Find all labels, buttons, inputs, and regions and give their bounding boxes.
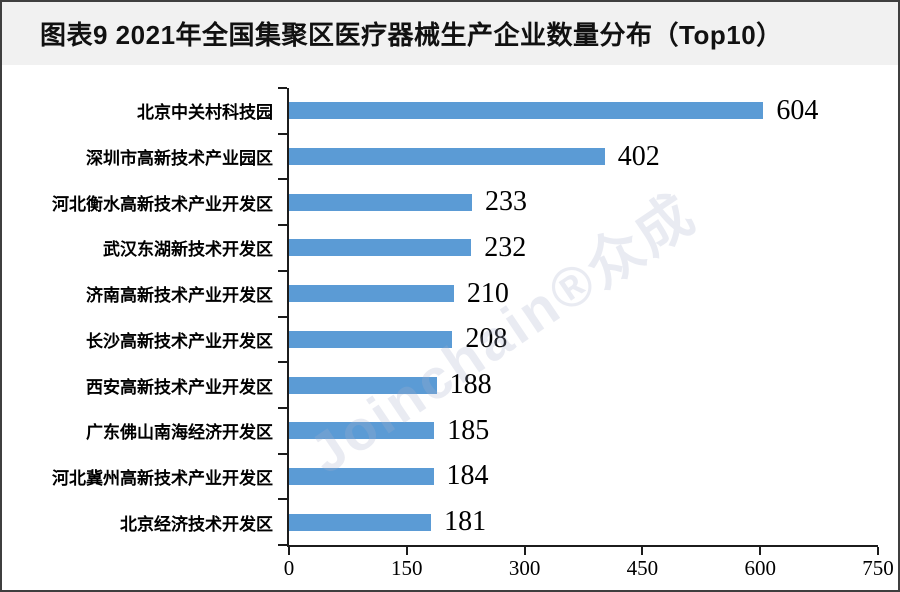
y-axis-tick — [278, 315, 287, 318]
value-label: 232 — [484, 231, 527, 263]
bar — [289, 285, 454, 303]
y-axis-tick — [278, 132, 287, 135]
y-axis-tick — [278, 178, 287, 181]
bar — [289, 467, 434, 485]
x-axis-tick — [759, 547, 762, 555]
bar — [289, 422, 435, 440]
category-label: 深圳市高新技术产业园区 — [86, 149, 273, 169]
x-axis-tick — [523, 547, 526, 555]
category-label: 北京中关村科技园 — [137, 103, 273, 123]
x-tick-label: 0 — [283, 556, 295, 580]
category-label: 河北冀州高新技术产业开发区 — [52, 468, 273, 488]
x-tick-label: 750 — [862, 556, 894, 580]
y-axis-tick — [278, 361, 287, 364]
x-tick-label: 450 — [626, 556, 659, 580]
category-label: 西安高新技术产业开发区 — [86, 377, 273, 397]
x-axis-tick — [641, 547, 644, 555]
bar — [289, 239, 472, 257]
category-label: 武汉东湖新技术开发区 — [103, 240, 273, 260]
value-label: 208 — [465, 323, 508, 355]
y-axis-tick — [278, 498, 287, 501]
bar — [289, 193, 472, 211]
y-axis-tick — [278, 224, 287, 227]
x-tick-label: 300 — [508, 556, 541, 580]
title-band: 图表9 2021年全国集聚区医疗器械生产企业数量分布（Top10） — [2, 2, 898, 65]
value-label: 184 — [446, 460, 489, 492]
category-axis-labels: 北京中关村科技园深圳市高新技术产业园区河北衡水高新技术产业开发区武汉东湖新技术开… — [2, 88, 279, 545]
category-label: 长沙高新技术产业开发区 — [86, 331, 273, 351]
value-label: 402 — [617, 140, 660, 172]
page-title: 图表9 2021年全国集聚区医疗器械生产企业数量分布（Top10） — [40, 20, 783, 50]
bar — [289, 513, 432, 531]
bar — [289, 102, 764, 120]
value-label: 185 — [447, 414, 490, 446]
y-axis-tick — [278, 406, 287, 409]
category-label: 济南高新技术产业开发区 — [86, 286, 273, 306]
category-label: 北京经济技术开发区 — [120, 514, 273, 534]
value-label: 233 — [484, 186, 527, 218]
x-tick-label: 150 — [391, 556, 423, 580]
y-axis-tick — [278, 544, 287, 546]
y-axis-tick — [278, 269, 287, 272]
plot-area: 604 402 233 232 210 208 188 185 184 181 0 150 300 450… — [278, 87, 894, 580]
bar — [289, 148, 605, 166]
x-tick-label: 600 — [744, 556, 776, 580]
value-label: 604 — [776, 94, 819, 126]
bar — [289, 330, 453, 348]
category-label: 广东佛山南海经济开发区 — [86, 423, 273, 443]
bar — [289, 376, 437, 394]
y-axis-tick — [278, 87, 287, 89]
value-label: 210 — [466, 277, 509, 309]
x-axis-tick — [405, 547, 408, 555]
value-label: 188 — [449, 369, 492, 401]
y-axis-tick — [278, 452, 287, 455]
x-axis-tick — [288, 547, 290, 555]
value-label: 181 — [444, 506, 487, 538]
category-label: 河北衡水高新技术产业开发区 — [52, 194, 273, 214]
x-axis-tick — [877, 547, 879, 555]
